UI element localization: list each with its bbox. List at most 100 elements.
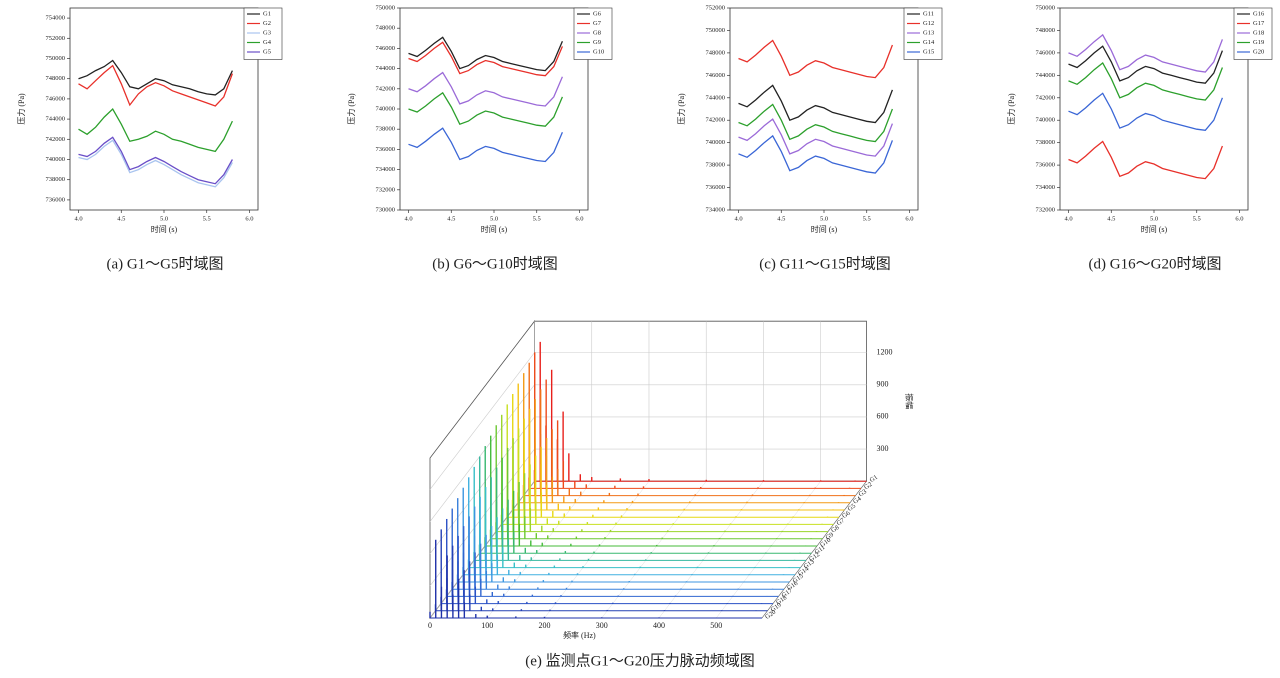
legend-label: G16 [1253,10,1265,17]
x-tick-label: 5.5 [533,215,541,222]
x-tick-label: 400 [653,621,665,630]
legend-label: G12 [923,20,934,27]
plot-frame [729,7,919,211]
x-tick-label: 4.5 [1107,215,1115,222]
series-line [738,84,894,124]
y-tick-label: 748000 [1036,27,1056,34]
series-line [1068,45,1224,84]
y-tick-label: 742000 [376,85,396,92]
x-tick-label: 5.5 [203,215,211,222]
z-tick-label: 1200 [877,347,893,356]
grid-line [601,481,707,619]
z-tick-label: 300 [877,444,889,453]
y-tick-label: 744000 [706,94,726,101]
y-tick-label: 738000 [46,176,66,183]
y-tick-label: 750000 [46,55,66,62]
legend-label: G4 [263,39,272,46]
x-tick-label: 5.5 [863,215,871,222]
y-tick-label: 744000 [1036,72,1056,79]
y-tick-label: 748000 [376,25,396,32]
series-line [408,36,563,72]
x-tick-label: 6.0 [905,215,913,222]
legend-box [903,7,943,60]
grid-line [429,384,535,522]
y-tick-label: 752000 [46,35,66,42]
caption: (b) G6～G10时域图 [432,255,557,272]
legend-label: G19 [1253,39,1264,46]
grid-line [544,481,650,619]
legend-label: G1 [263,10,271,17]
x-tick-label: 0 [428,621,432,630]
series-label: G6 [841,509,852,520]
series-line [1068,92,1224,131]
legend-box [573,7,613,60]
legend-label: G11 [923,10,934,17]
grid-line [487,481,592,619]
back-wall [534,320,867,482]
y-tick-label: 736000 [46,196,66,203]
y-axis-label: 压力 (Pa) [676,93,686,125]
y-tick-label: 746000 [706,72,726,79]
series-label: G3 [857,488,868,498]
y-tick-label: 732000 [1036,206,1056,213]
y-tick-label: 734000 [1036,184,1056,191]
y-tick-label: 738000 [706,162,726,169]
y-tick-label: 738000 [1036,139,1056,146]
legend-box [243,7,283,60]
plot-frame [399,7,589,211]
y-tick-label: 736000 [376,146,396,153]
legend-label: G8 [593,29,601,36]
y-tick-label: 748000 [706,49,726,56]
y-tick-label: 746000 [46,95,66,102]
legend-label: G3 [263,29,271,36]
y-tick-label: 744000 [376,65,396,72]
x-tick-label: 200 [538,621,550,630]
x-tick-label: 4.0 [1064,215,1072,222]
x-tick-label: 4.5 [777,215,785,222]
series-label: G2 [863,481,874,491]
grid-line [716,481,821,619]
x-tick-label: 6.0 [1235,215,1243,222]
x-tick-label: 4.0 [734,215,742,222]
legend-label: G20 [1253,48,1264,55]
legend-label: G9 [593,39,601,46]
caption: (c) G11～G15时域图 [759,255,891,272]
y-tick-label: 730000 [376,206,396,213]
legend-label: G15 [923,48,934,55]
series-label: G8 [830,524,841,534]
y-tick-label: 732000 [376,186,396,193]
x-tick-label: 4.0 [74,215,82,222]
x-axis-label: 时间 (s) [151,224,178,234]
series-line [738,103,894,143]
series-line [408,71,563,107]
series-line [78,136,233,185]
series-label: G1 [868,474,879,484]
y-tick-label: 740000 [706,139,726,146]
series-line [78,59,233,96]
x-tick-label: 500 [710,621,722,630]
series-label: G5 [846,503,857,513]
legend-label: G7 [593,20,602,27]
y-tick-label: 750000 [1036,4,1056,11]
x-axis-label: 时间 (s) [811,224,838,234]
y-tick-label: 742000 [46,136,66,143]
plot-frame [69,7,259,211]
y-tick-label: 752000 [706,4,726,11]
legend-label: G2 [263,20,271,27]
y-tick-label: 746000 [376,45,396,52]
legend-label: G18 [1253,29,1264,36]
x-tick-label: 100 [481,621,493,630]
x-tick-label: 5.0 [490,215,498,222]
y-axis-label: 压力 (Pa) [1006,93,1016,125]
y-axis-label: 压力 (Pa) [346,93,356,125]
series-line [1068,62,1224,101]
x-axis-label: 时间 (s) [481,224,508,234]
x-tick-label: 5.0 [1150,215,1158,222]
y-tick-label: 748000 [46,75,66,82]
y-tick-label: 734000 [706,206,726,213]
y-tick-label: 736000 [1036,162,1056,169]
x-tick-label: 5.0 [820,215,828,222]
y-tick-label: 740000 [46,156,66,163]
y-axis-label: 压力 (Pa) [16,93,26,125]
